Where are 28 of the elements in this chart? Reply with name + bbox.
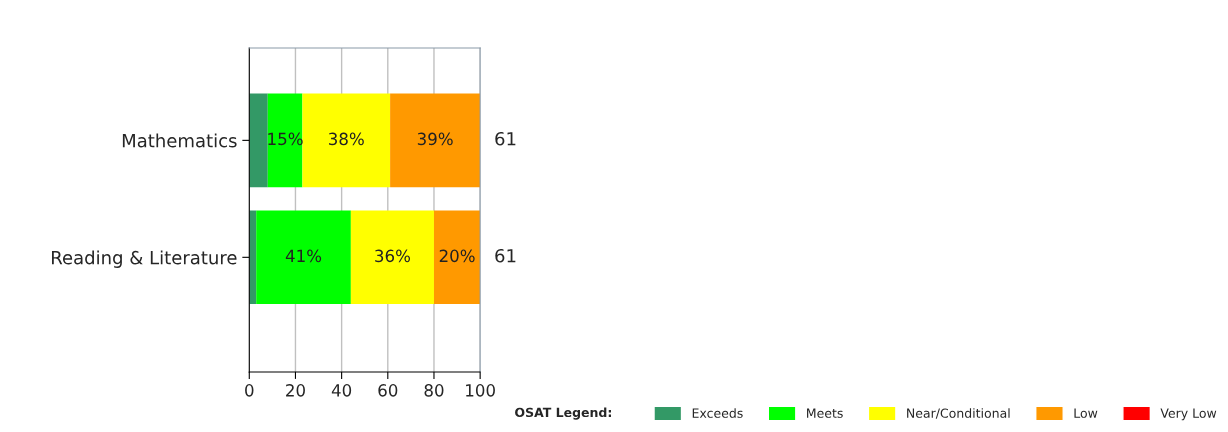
annotation: 61: [495, 248, 516, 263]
bar: [390, 93, 481, 188]
legend-label: Low: [1074, 408, 1098, 418]
x-tick-label: 20: [286, 384, 305, 397]
bar: [302, 93, 391, 188]
data-label: 36%: [375, 249, 411, 263]
y-tick-label: Mathematics: [122, 133, 237, 148]
legend-label: Exceeds: [692, 408, 743, 418]
x-tick-label: 0: [245, 384, 254, 397]
data-label: 20%: [439, 249, 475, 263]
bar: [249, 93, 268, 188]
x-tick-label: 40: [331, 384, 352, 397]
legend-label: Very Low: [1160, 408, 1217, 421]
legend-label: Meets: [807, 408, 843, 418]
y-tick-label: Reading & Literature: [52, 250, 237, 268]
legend-label: Near/Conditional: [907, 408, 1010, 419]
data-label: 41%: [285, 249, 322, 263]
x-tick-label: 100: [466, 384, 495, 397]
annotation: 61: [495, 131, 516, 146]
data-label: 38%: [329, 132, 364, 146]
bar: [267, 93, 303, 188]
bar: [256, 210, 351, 305]
legend-title: OSAT Legend:: [515, 407, 611, 420]
x-tick-label: 80: [424, 384, 444, 397]
x-tick-label: 60: [378, 384, 398, 397]
bar: [433, 210, 481, 305]
bar: [350, 210, 434, 305]
data-label: 39%: [417, 132, 453, 146]
